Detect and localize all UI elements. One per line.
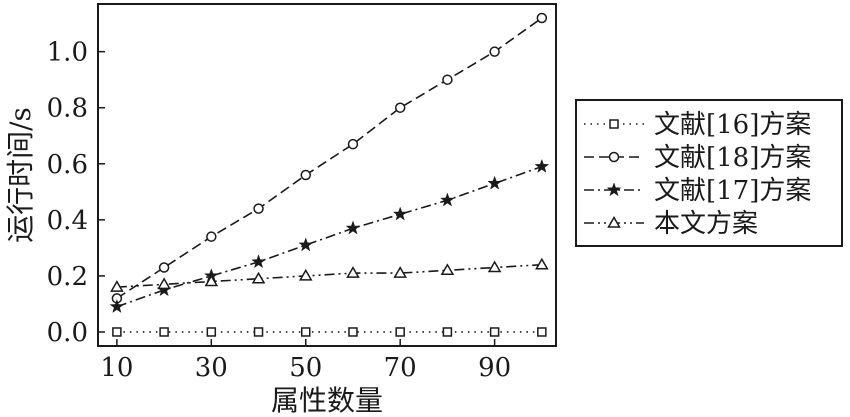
- series-line-star: [116, 165, 543, 308]
- data-point-square: [206, 327, 217, 337]
- y-tick-label: 0.6: [47, 150, 88, 180]
- data-point-star: [487, 175, 503, 190]
- data-point-square: [301, 327, 311, 337]
- legend-box: [575, 99, 843, 247]
- data-point-triangle: [157, 277, 171, 290]
- x-tick-label: 10: [100, 353, 133, 383]
- data-point-square: [537, 327, 547, 337]
- data-point-circle: [394, 102, 406, 113]
- x-axis-title: 属性数量: [271, 384, 383, 417]
- data-point-star: [440, 192, 455, 207]
- legend-label: 本文方案: [654, 209, 758, 239]
- y-tick-label: 0.0: [47, 318, 88, 348]
- data-point-square: [489, 327, 500, 337]
- y-axis-ticks: 0.0 0.2 0.4 0.6 0.8 1.0: [47, 38, 105, 348]
- legend-entry: 文献[18]方案: [584, 143, 811, 173]
- legend-marker-triangle: [607, 216, 621, 228]
- legend-label: 文献[16]方案: [654, 110, 811, 140]
- data-point-square: [348, 327, 358, 337]
- legend-entry: 本文方案: [584, 209, 758, 239]
- data-point-circle: [442, 74, 453, 85]
- legend-label: 文献[17]方案: [654, 176, 811, 206]
- series-star: [109, 158, 550, 314]
- data-point-square: [159, 327, 169, 337]
- data-point-circle: [158, 262, 170, 273]
- data-point-star: [534, 158, 550, 173]
- series-circle: [111, 12, 548, 304]
- data-point-star: [392, 206, 408, 221]
- data-point-triangle: [298, 268, 313, 281]
- data-point-triangle: [110, 280, 124, 292]
- data-point-triangle: [440, 263, 455, 276]
- y-tick-label: 0.4: [47, 206, 88, 236]
- data-point-triangle: [346, 266, 360, 278]
- plot-frame: [97, 3, 557, 347]
- series-layer: [109, 12, 550, 337]
- data-point-circle: [253, 203, 264, 214]
- legend-entry: 文献[16]方案: [584, 110, 811, 140]
- data-point-triangle: [204, 274, 219, 287]
- series-line-circle: [116, 17, 543, 300]
- legend-entry: 文献[17]方案: [584, 176, 811, 206]
- x-tick-label: 90: [478, 353, 511, 383]
- y-axis-title: 运行时间/s: [4, 107, 37, 243]
- series-square: [112, 327, 547, 337]
- data-point-circle: [300, 169, 312, 181]
- x-axis-ticks: 10 30 50 70 90: [100, 339, 511, 383]
- x-tick-label: 30: [195, 353, 228, 383]
- legend-label: 文献[18]方案: [654, 143, 811, 173]
- data-point-circle: [489, 46, 500, 57]
- data-point-square: [112, 327, 122, 337]
- data-point-square: [442, 327, 453, 337]
- x-tick-label: 70: [384, 353, 417, 383]
- legend-marker-star: [606, 182, 622, 197]
- data-point-star: [109, 298, 125, 314]
- data-point-triangle: [535, 257, 549, 270]
- data-point-star: [345, 220, 361, 235]
- data-point-circle: [206, 231, 217, 242]
- data-point-square: [253, 327, 264, 337]
- y-tick-label: 0.2: [47, 262, 88, 292]
- data-point-circle: [536, 12, 548, 24]
- series-line-triangle: [116, 263, 542, 288]
- y-tick-label: 1.0: [47, 38, 88, 68]
- data-point-circle: [347, 138, 359, 150]
- x-tick-label: 50: [289, 353, 322, 383]
- data-point-triangle: [251, 271, 266, 284]
- legend-marker-circle: [608, 151, 620, 163]
- data-point-triangle: [487, 260, 502, 273]
- y-tick-label: 0.8: [47, 94, 88, 124]
- data-point-triangle: [393, 266, 407, 278]
- data-point-star: [251, 254, 266, 269]
- series-triangle: [110, 257, 549, 292]
- legend-marker-square: [609, 119, 619, 129]
- data-point-star: [298, 237, 314, 252]
- data-point-square: [395, 327, 405, 337]
